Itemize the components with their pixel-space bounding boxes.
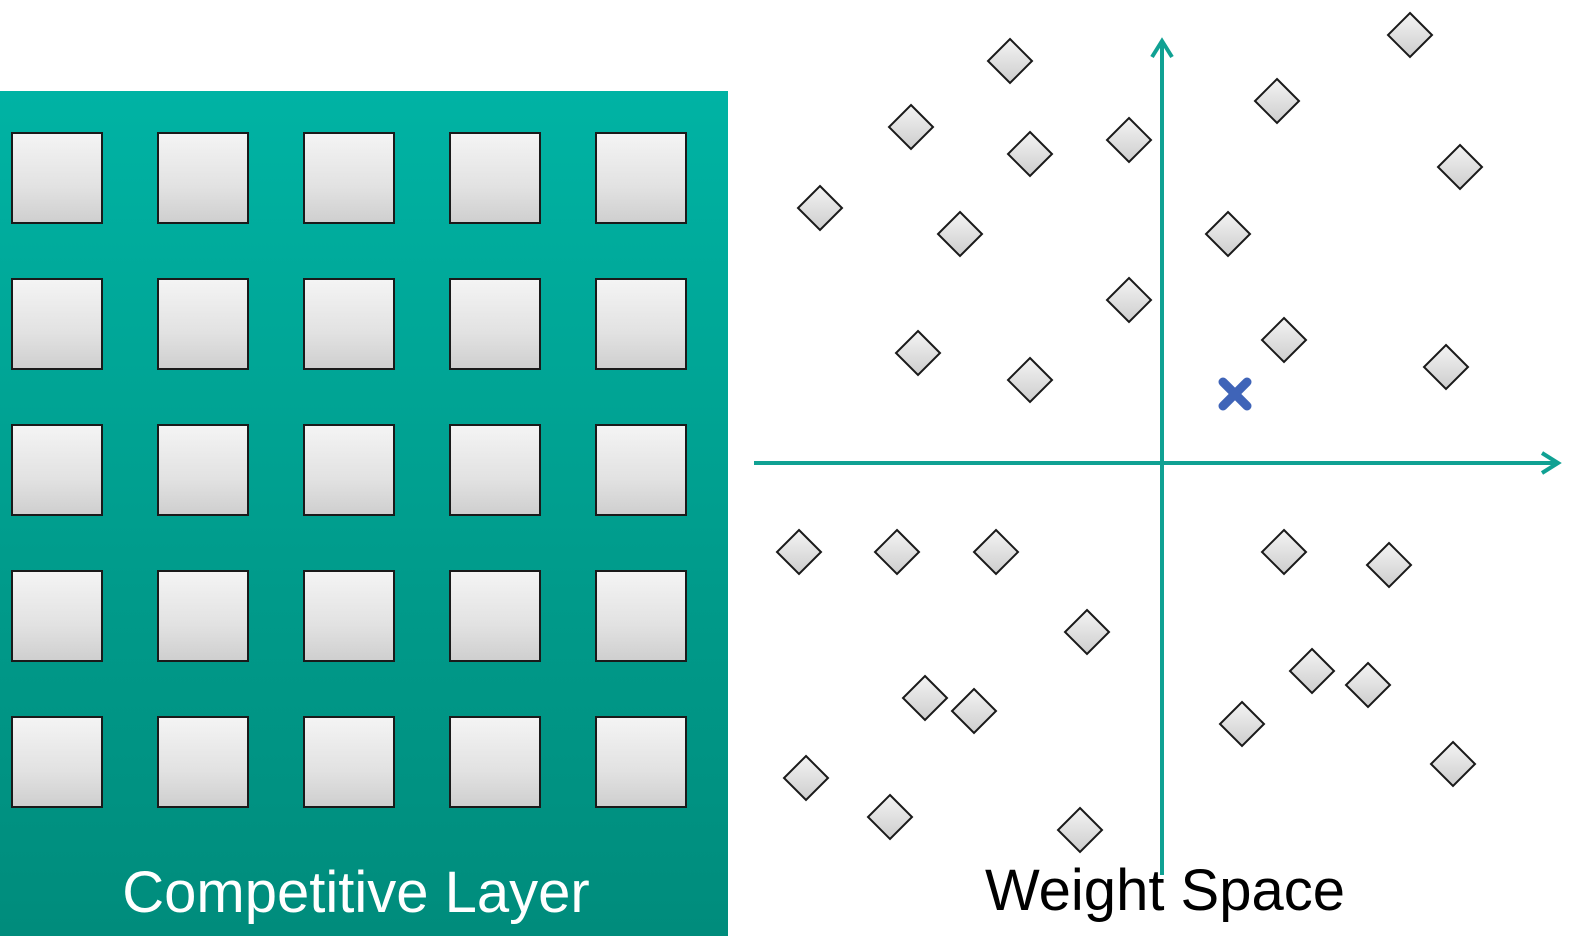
neuron-node <box>303 716 395 808</box>
neuron-node <box>303 570 395 662</box>
diamond-icon <box>866 793 914 841</box>
y-axis <box>1150 37 1174 875</box>
neuron-node <box>11 424 103 516</box>
diamond-icon <box>1260 316 1308 364</box>
neuron-node <box>11 716 103 808</box>
diamond-icon <box>1006 130 1054 178</box>
diamond-icon <box>1006 356 1054 404</box>
neuron-node <box>449 570 541 662</box>
diamond-icon <box>1288 647 1336 695</box>
neuron-node <box>449 132 541 224</box>
x-axis-arrow-icon <box>1540 451 1562 475</box>
neuron-node <box>157 424 249 516</box>
x-axis <box>754 451 1562 475</box>
diamond-icon <box>1105 276 1153 324</box>
diamond-icon <box>1260 528 1308 576</box>
diamond-icon <box>1422 343 1470 391</box>
diamond-icon <box>1253 77 1301 125</box>
neuron-node <box>595 570 687 662</box>
diamond-icon <box>1344 661 1392 709</box>
neuron-node <box>157 132 249 224</box>
neuron-node <box>595 278 687 370</box>
diamond-icon <box>901 674 949 722</box>
diamond-icon <box>1386 11 1434 59</box>
neuron-node <box>11 570 103 662</box>
diamond-icon <box>936 210 984 258</box>
diamond-icon <box>775 528 823 576</box>
neuron-node <box>303 278 395 370</box>
diamond-icon <box>1436 143 1484 191</box>
x-mark-icon <box>1218 377 1252 411</box>
neuron-node <box>449 424 541 516</box>
neuron-node <box>157 278 249 370</box>
neuron-node <box>303 424 395 516</box>
diamond-icon <box>894 329 942 377</box>
diamond-icon <box>782 754 830 802</box>
diamond-icon <box>1204 210 1252 258</box>
neuron-node <box>303 132 395 224</box>
weight-space-plot <box>754 11 1562 875</box>
diamond-icon <box>1105 116 1153 164</box>
diamond-icon <box>986 37 1034 85</box>
diamond-icon <box>873 528 921 576</box>
competitive-layer-panel: Competitive Layer <box>0 91 728 936</box>
diamond-icon <box>1063 608 1111 656</box>
diamond-icon <box>1218 700 1266 748</box>
neuron-node <box>595 424 687 516</box>
diamond-icon <box>1365 541 1413 589</box>
neuron-node <box>449 716 541 808</box>
diamond-icon <box>887 103 935 151</box>
diamond-icon <box>972 528 1020 576</box>
y-axis-arrow-icon <box>1150 37 1174 59</box>
weight-space-label: Weight Space <box>984 858 1346 923</box>
diamond-icon <box>950 687 998 735</box>
neuron-node <box>11 132 103 224</box>
diamond-icon <box>1056 806 1104 854</box>
neuron-node <box>595 132 687 224</box>
neuron-node <box>449 278 541 370</box>
neuron-node <box>11 278 103 370</box>
weight-vectors <box>775 11 1484 854</box>
neuron-node <box>595 716 687 808</box>
diamond-icon <box>1429 740 1477 788</box>
neuron-node <box>157 570 249 662</box>
competitive-layer-label: Competitive Layer <box>122 860 590 925</box>
diamond-icon <box>796 184 844 232</box>
neuron-node <box>157 716 249 808</box>
